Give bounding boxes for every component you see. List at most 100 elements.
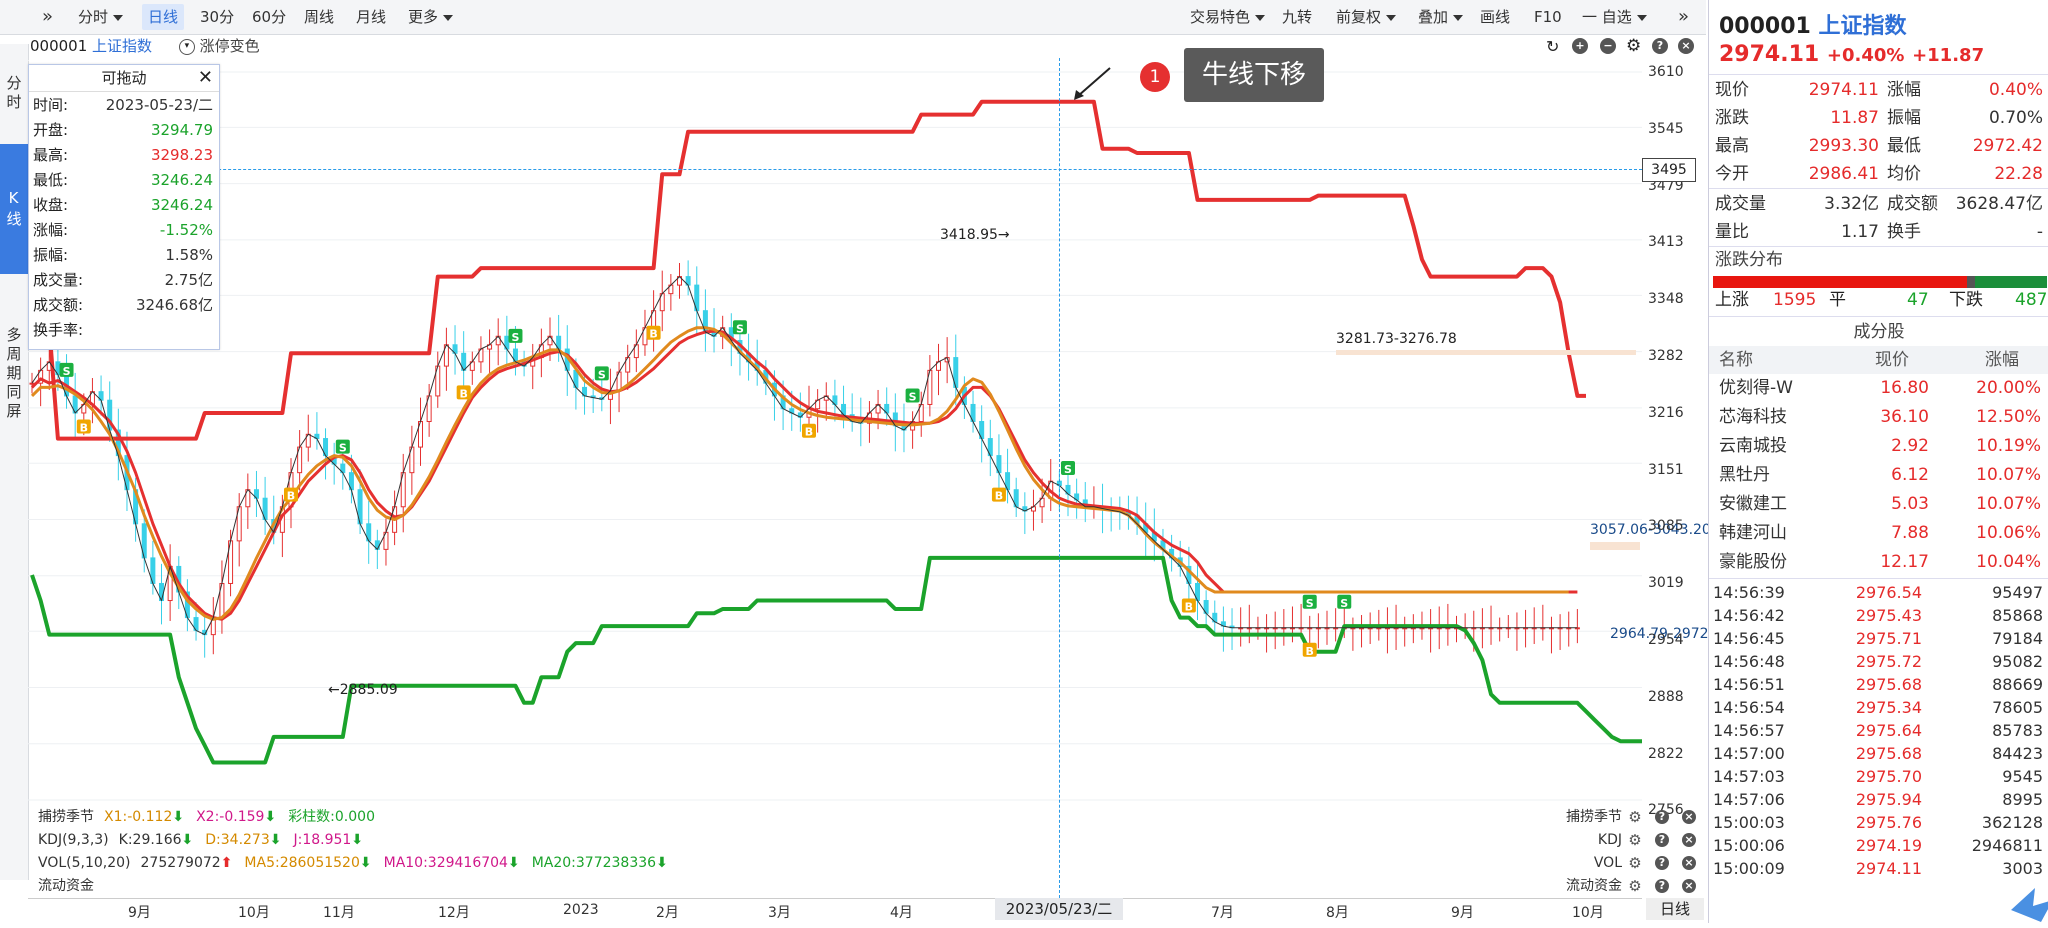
time-axis: 9月10月11月12月20232月3月4月57月8月9月10月 — [28, 898, 1642, 924]
limit-color-toggle[interactable]: 涨停变色 — [199, 37, 260, 55]
tick-row: 15:00:03 2975.76 362128 — [1713, 813, 2043, 832]
stock-code: 000001 — [30, 37, 88, 55]
close-icon[interactable]: × — [1682, 856, 1696, 870]
tab-fenshi[interactable]: 分时 — [4, 75, 23, 113]
collapse-icon[interactable]: » — [1678, 6, 1690, 27]
indicator-panel: 捕捞季节 X1:-0.112⬇ X2:-0.159⬇ 彩柱数:0.000 捕捞季节 ⚙? ×… — [0, 806, 1706, 898]
period-60min[interactable]: 60分 — [252, 8, 287, 26]
left-tabs: 分时 K线 多周期同屏 — [0, 44, 29, 880]
component-row[interactable]: 韩建河山 7.88 10.06% — [1719, 523, 2041, 543]
x-tick: 4月 — [890, 905, 913, 921]
y-tick: 3348 — [1648, 291, 1684, 308]
x-tick: 3月 — [768, 905, 791, 921]
high-label: 3418.95→ — [940, 227, 1010, 243]
indicator-name[interactable]: KDJ(9,3,3) — [38, 832, 109, 848]
component-row[interactable]: 芯海科技 36.10 12.50% — [1719, 407, 2041, 427]
gear-icon[interactable]: ⚙ — [1628, 831, 1642, 849]
expand-icon[interactable]: » — [42, 6, 54, 27]
trade-feature-menu[interactable]: 交易特色 — [1184, 4, 1271, 30]
range-band-1 — [1336, 350, 1636, 355]
kline-info-panel[interactable]: 可拖动 ✕ 时间: 2023-05-23/二 开盘: 3294.79 最高: 3298.2… — [28, 64, 220, 350]
info-panel-title[interactable]: 可拖动 ✕ — [29, 65, 219, 92]
info-row: 换手率: — [33, 318, 215, 343]
annotation-arrow-icon — [1070, 66, 1114, 102]
nine-turn-button[interactable]: 九转 — [1282, 8, 1313, 26]
indicator-name[interactable]: 捕捞季节 — [38, 809, 94, 825]
close-icon[interactable]: × — [1682, 833, 1696, 847]
indicator-row[interactable]: VOL(5,10,20) 275279072⬆ MA5:286051520⬇ MA10… — [38, 852, 680, 874]
svg-text:S: S — [511, 331, 519, 344]
info-label: 成交额: — [33, 296, 84, 314]
tab-kline[interactable]: K线 — [0, 144, 28, 274]
close-icon[interactable]: × — [1682, 810, 1696, 824]
crosshair-horizontal — [28, 169, 1642, 170]
component-row[interactable]: 黑牡丹 6.12 10.07% — [1719, 465, 2041, 485]
period-30min[interactable]: 30分 — [200, 8, 235, 26]
adjust-menu[interactable]: 前复权 — [1330, 4, 1402, 30]
info-value: 3294.79 — [150, 121, 213, 139]
chart-tools: ↻ + − ⚙ ? × — [1542, 36, 1702, 57]
period-month[interactable]: 月线 — [356, 8, 387, 26]
period-week[interactable]: 周线 — [304, 8, 335, 26]
sell-marker: S — [732, 320, 747, 335]
y-tick: 3545 — [1648, 120, 1684, 137]
indicator-name[interactable]: 流动资金 — [38, 878, 94, 894]
help-icon[interactable]: ? — [1655, 810, 1669, 824]
help-icon[interactable]: ? — [1655, 879, 1669, 893]
dropdown-circle-icon[interactable]: ▾ — [178, 38, 195, 55]
info-value: 2.75亿 — [164, 271, 213, 289]
y-tick: 3216 — [1648, 404, 1684, 421]
indicator-row[interactable]: KDJ(9,3,3) K:29.166⬇ D:34.273⬇ J:18.951⬇ — [38, 829, 375, 851]
stock-name[interactable]: 上证指数 — [92, 37, 153, 55]
sell-marker: S — [59, 362, 74, 378]
components-title: 成分股 — [1853, 322, 1905, 342]
tick-row: 14:56:48 2975.72 95082 — [1713, 652, 2043, 671]
sell-marker: S — [508, 328, 523, 344]
period-day[interactable]: 日线 — [142, 4, 185, 30]
tick-row: 14:56:45 2975.71 79184 — [1713, 629, 2043, 648]
info-value: 2023-05-23/二 — [105, 96, 213, 114]
kline-chart[interactable]: B B B B B B B B S S S S S S S S S — [28, 60, 1642, 806]
tab-multi-period[interactable]: 多周期同屏 — [4, 326, 23, 422]
f10-button[interactable]: F10 — [1534, 8, 1562, 26]
draw-line-button[interactable]: 画线 — [1480, 8, 1511, 26]
x-tick: 10月 — [1572, 905, 1604, 921]
buy-marker: B — [456, 385, 471, 400]
component-row[interactable]: 豪能股份 12.17 10.04% — [1719, 552, 2041, 572]
period-more[interactable]: 更多 — [402, 4, 459, 30]
quote-panel: 000001 上证指数 2974.11 +0.40% +11.87 现价 2974… — [1708, 0, 2048, 923]
svg-text:S: S — [1064, 463, 1072, 476]
gear-icon[interactable]: ⚙ — [1628, 808, 1642, 826]
svg-text:B: B — [649, 328, 657, 341]
indicator-name[interactable]: VOL(5,10,20) — [38, 855, 131, 871]
y-tick: 3282 — [1648, 348, 1684, 364]
gear-icon[interactable]: ⚙ — [1628, 854, 1642, 872]
component-row[interactable]: 安徽建工 5.03 10.07% — [1719, 494, 2041, 514]
overlay-menu[interactable]: 叠加 — [1412, 4, 1469, 30]
component-row[interactable]: 优刻得-W 16.80 20.00% — [1719, 378, 2041, 398]
indicator-value: MA5:286051520⬇ — [244, 855, 372, 871]
component-row[interactable]: 云南城投 2.92 10.19% — [1719, 436, 2041, 456]
refresh-icon[interactable]: ↻ — [1546, 37, 1560, 56]
gear-icon[interactable]: ⚙ — [1628, 877, 1642, 895]
period-fenshi[interactable]: 分时 — [72, 4, 129, 30]
buy-marker: B — [1181, 598, 1196, 613]
chat-bird-icon[interactable] — [2007, 884, 2048, 924]
close-icon[interactable]: ✕ — [197, 67, 213, 88]
close-icon[interactable]: × — [1682, 879, 1696, 893]
indicator-row[interactable]: 流动资金 — [38, 875, 104, 897]
y-tick: 2822 — [1648, 745, 1684, 762]
settings-icon[interactable]: ⚙ — [1626, 36, 1642, 56]
close-icon[interactable]: × — [1678, 38, 1694, 54]
watchlist-menu[interactable]: 一 自选 — [1576, 4, 1653, 30]
help-icon[interactable]: ? — [1655, 833, 1669, 847]
svg-text:S: S — [909, 391, 917, 404]
zoom-out-icon[interactable]: − — [1600, 38, 1616, 54]
indicator-right-label: 流动资金 — [1566, 878, 1622, 894]
help-icon[interactable]: ? — [1655, 856, 1669, 870]
indicator-row[interactable]: 捕捞季节 X1:-0.112⬇ X2:-0.159⬇ 彩柱数:0.000 — [38, 806, 387, 828]
zoom-in-icon[interactable]: + — [1572, 38, 1588, 54]
chart-markers: B B B B B B B B S S S S S S S S S — [59, 320, 1352, 658]
help-icon[interactable]: ? — [1652, 38, 1668, 54]
chart-grid — [28, 71, 1642, 801]
